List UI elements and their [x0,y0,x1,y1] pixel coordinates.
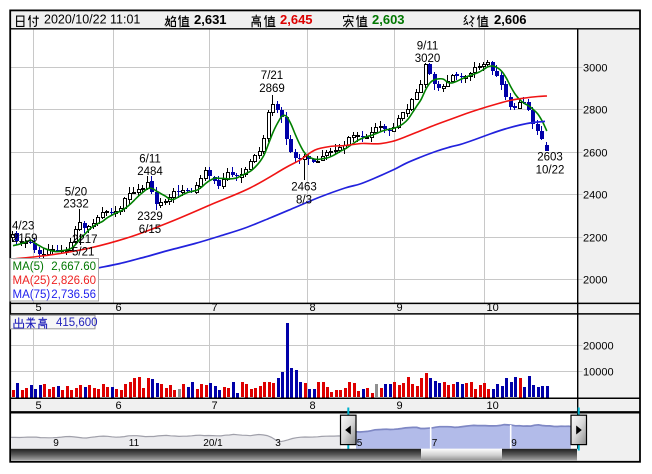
svg-text:2869: 2869 [259,83,285,95]
svg-text:7: 7 [432,438,438,449]
svg-text:2000: 2000 [583,275,607,287]
svg-text:2020/10/22 11:01: 2020/10/22 11:01 [44,13,140,27]
svg-text:4/23: 4/23 [12,221,34,233]
svg-text:7: 7 [212,302,218,314]
svg-text:2159: 2159 [12,233,38,245]
svg-text:7/21: 7/21 [261,70,283,82]
svg-text:3020: 3020 [415,53,441,65]
svg-text:9: 9 [397,302,403,314]
svg-text:3000: 3000 [583,63,607,75]
svg-text:2603: 2603 [537,152,563,164]
svg-text:2,736.56: 2,736.56 [51,289,96,301]
svg-text:8: 8 [310,302,316,314]
svg-text:9: 9 [511,438,517,449]
svg-text:5: 5 [36,400,42,412]
svg-text:6: 6 [116,400,122,412]
svg-text:2463: 2463 [291,182,317,194]
svg-text:2,645: 2,645 [280,12,313,27]
svg-text:5/20: 5/20 [65,187,87,199]
svg-text:2600: 2600 [583,148,607,160]
svg-text:20/1: 20/1 [203,438,223,449]
svg-text:2800: 2800 [583,105,607,117]
svg-text:6/15: 6/15 [139,224,161,236]
svg-text:10/22: 10/22 [536,165,565,177]
svg-text:5: 5 [36,302,42,314]
svg-text:MA(25): MA(25) [13,275,51,287]
svg-text:2,606: 2,606 [494,12,527,27]
svg-text:5/21: 5/21 [72,247,94,259]
svg-text:2,603: 2,603 [372,12,405,27]
svg-text:10: 10 [487,302,499,314]
svg-text:20000: 20000 [583,341,614,353]
svg-text:8: 8 [310,400,316,412]
svg-text:2217: 2217 [72,234,98,246]
svg-text:2,631: 2,631 [194,12,227,27]
svg-text:7: 7 [212,400,218,412]
svg-text:2329: 2329 [137,211,163,223]
svg-text:2,667.60: 2,667.60 [51,261,96,273]
svg-text:2400: 2400 [583,190,607,202]
svg-text:5: 5 [357,438,363,449]
svg-text:2484: 2484 [137,166,163,178]
svg-text:3: 3 [275,438,281,449]
svg-text:6/11: 6/11 [139,154,161,166]
svg-text:2200: 2200 [583,233,607,245]
svg-text:MA(5): MA(5) [13,261,44,273]
svg-text:8/3: 8/3 [296,195,312,207]
svg-text:MA(75): MA(75) [13,289,51,301]
svg-text:9: 9 [397,400,403,412]
svg-text:415,600: 415,600 [56,317,98,329]
svg-text:10000: 10000 [583,366,614,378]
svg-text:10: 10 [487,400,499,412]
svg-text:2332: 2332 [63,199,89,211]
svg-text:11: 11 [129,438,140,449]
svg-text:6: 6 [116,302,122,314]
svg-text:2,826.60: 2,826.60 [51,275,96,287]
svg-text:9/11: 9/11 [417,41,439,53]
svg-text:9: 9 [53,438,59,449]
